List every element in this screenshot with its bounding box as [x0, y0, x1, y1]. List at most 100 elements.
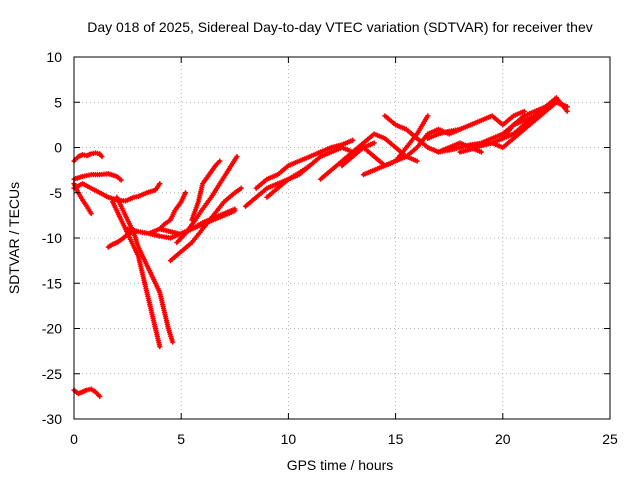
sample-marker — [83, 202, 89, 208]
sample-marker — [160, 223, 166, 229]
sample-marker — [326, 145, 333, 151]
series-track-o — [253, 137, 356, 191]
sample-marker — [541, 104, 547, 111]
sample-marker — [103, 193, 110, 199]
sample-marker — [476, 143, 483, 149]
sample-marker — [151, 187, 157, 194]
sample-marker — [305, 164, 311, 170]
sample-marker — [169, 337, 175, 343]
sample-marker — [230, 191, 236, 197]
sample-marker — [87, 209, 93, 215]
sample-marker — [326, 150, 333, 156]
sample-marker — [219, 211, 225, 217]
sample-marker — [284, 164, 290, 170]
sample-marker — [262, 177, 269, 184]
sample-marker — [530, 114, 537, 120]
sample-marker — [562, 103, 568, 109]
sample-marker — [78, 389, 84, 396]
sample-marker — [391, 143, 397, 149]
y-tick-label: -15 — [42, 275, 62, 291]
sample-marker — [171, 210, 177, 216]
sample-marker — [520, 114, 526, 120]
y-tick-label: 0 — [54, 140, 62, 156]
sample-marker — [530, 109, 536, 115]
sample-marker — [199, 183, 205, 189]
sample-marker — [143, 287, 150, 293]
x-tick-label: 0 — [70, 431, 78, 447]
chart-title: Day 018 of 2025, Sidereal Day-to-day VTE… — [87, 19, 593, 35]
sample-marker — [498, 132, 504, 138]
sample-marker — [155, 233, 161, 239]
sample-marker — [316, 150, 322, 156]
sample-marker — [316, 155, 322, 161]
y-tick-label: 10 — [46, 49, 62, 65]
sample-marker — [391, 120, 397, 127]
sample-marker — [166, 228, 172, 234]
sample-marker — [434, 132, 440, 138]
sample-marker — [520, 123, 526, 129]
y-tick-label: -20 — [42, 321, 62, 337]
sample-marker — [423, 143, 429, 149]
sample-marker — [152, 323, 158, 330]
sample-marker — [391, 159, 397, 165]
y-tick-label: 5 — [54, 94, 62, 110]
sample-marker — [252, 195, 258, 202]
sample-marker — [412, 134, 419, 140]
sample-marker — [166, 218, 172, 224]
sample-marker — [198, 208, 205, 214]
sample-marker — [348, 138, 354, 144]
x-tick-label: 20 — [495, 431, 511, 447]
sample-marker — [273, 172, 279, 179]
sample-marker — [424, 115, 430, 121]
sample-marker — [87, 151, 93, 158]
series-track-a — [71, 150, 105, 164]
y-tick-label: -5 — [50, 185, 63, 201]
sample-marker — [130, 242, 136, 248]
sample-marker — [211, 164, 218, 170]
sample-marker — [284, 177, 290, 184]
sample-marker — [74, 155, 80, 161]
sample-marker — [113, 206, 119, 212]
sample-marker — [124, 215, 130, 221]
sample-marker — [121, 234, 127, 240]
sample-marker — [216, 182, 222, 188]
sample-marker — [165, 323, 171, 330]
sample-marker — [237, 186, 243, 192]
sample-marker — [148, 305, 154, 311]
sample-marker — [177, 250, 183, 256]
sample-marker — [78, 174, 84, 180]
sample-marker — [152, 278, 158, 285]
sample-marker — [294, 159, 300, 165]
sample-marker — [348, 155, 354, 161]
sample-marker — [401, 126, 408, 132]
sample-marker — [509, 137, 515, 143]
sample-marker — [112, 173, 118, 179]
sample-marker — [207, 196, 213, 202]
sample-marker — [412, 157, 418, 163]
sample-marker — [98, 152, 104, 158]
sample-marker — [160, 305, 167, 311]
series-track-c — [71, 171, 124, 183]
sample-marker — [305, 154, 311, 160]
sample-marker — [348, 150, 354, 156]
sample-marker — [215, 159, 221, 166]
sample-marker — [455, 127, 461, 133]
sample-marker — [273, 181, 279, 188]
data-points — [71, 95, 570, 399]
sample-marker — [541, 109, 547, 116]
sample-marker — [262, 186, 269, 193]
series-track-z — [71, 386, 103, 399]
sample-marker — [444, 147, 450, 154]
sample-marker — [86, 184, 93, 190]
sample-marker — [187, 241, 193, 247]
series-track-k — [167, 185, 244, 264]
sample-marker — [423, 133, 430, 139]
series-track-j — [157, 190, 189, 232]
axis-ticks: 0 5 10 15 20 25 -30 -25 -20 -15 -10 -5 0 5 10 — [42, 49, 618, 447]
sample-marker — [476, 148, 483, 154]
x-axis-label: GPS time / hours — [287, 457, 394, 473]
sample-marker — [135, 242, 141, 248]
x-tick-label: 10 — [281, 431, 297, 447]
sample-marker — [519, 109, 526, 115]
sample-marker — [117, 176, 123, 182]
